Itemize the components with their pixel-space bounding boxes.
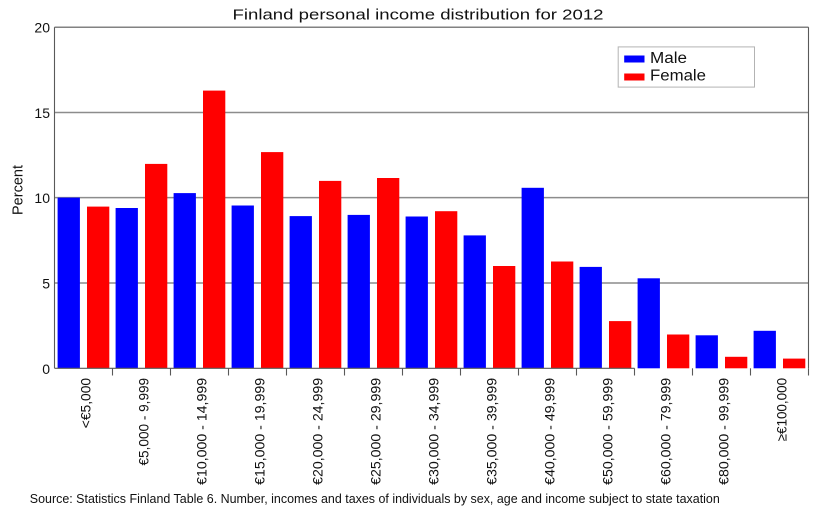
svg-text:€25,000 - 29,999: €25,000 - 29,999 — [368, 378, 384, 485]
svg-text:€15,000 - 19,999: €15,000 - 19,999 — [252, 378, 268, 485]
svg-text:5: 5 — [42, 276, 50, 292]
svg-text:0: 0 — [42, 361, 50, 377]
svg-text:€20,000 - 24,999: €20,000 - 24,999 — [310, 378, 326, 485]
svg-text:Female: Female — [650, 67, 706, 84]
svg-text:15: 15 — [34, 105, 50, 121]
svg-text:Male: Male — [650, 50, 687, 67]
svg-text:10: 10 — [34, 190, 50, 206]
svg-text:€5,000 - 9,999: €5,000 - 9,999 — [136, 378, 152, 466]
svg-text:€30,000 - 34,999: €30,000 - 34,999 — [426, 378, 442, 485]
svg-text:Finland personal income distri: Finland personal income distribution for… — [233, 6, 604, 23]
svg-text:€60,000 - 79,999: €60,000 - 79,999 — [658, 378, 674, 485]
svg-text:€35,000 - 39,999: €35,000 - 39,999 — [484, 378, 500, 485]
svg-text:Source: Statistics Finland Tab: Source: Statistics Finland Table 6. Numb… — [30, 491, 720, 506]
svg-text:€10,000 - 14,999: €10,000 - 14,999 — [194, 378, 210, 485]
svg-text:€40,000 - 49,999: €40,000 - 49,999 — [542, 378, 558, 485]
svg-text:<€5,000: <€5,000 — [78, 378, 94, 429]
svg-text:20: 20 — [34, 20, 50, 36]
svg-text:≥€100,000: ≥€100,000 — [774, 378, 790, 442]
svg-text:€50,000 - 59,999: €50,000 - 59,999 — [600, 378, 616, 485]
svg-text:Percent: Percent — [10, 165, 26, 215]
svg-text:€80,000 - 99,999: €80,000 - 99,999 — [716, 378, 732, 485]
